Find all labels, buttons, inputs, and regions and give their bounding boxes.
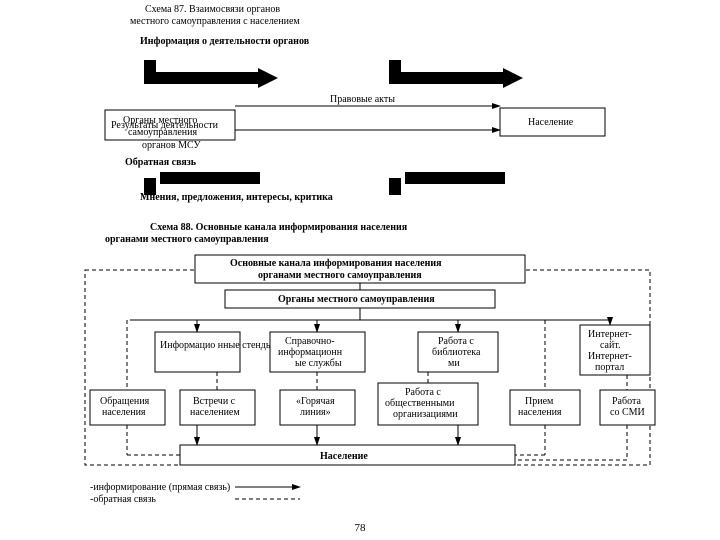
arrow-mid-l1: Результаты деятельности <box>111 120 219 131</box>
r2b2-l1: Встречи с <box>193 396 236 407</box>
r2b6-l1: Работа <box>612 396 641 407</box>
r1b4-l4: портал <box>595 362 624 373</box>
r1b2-l2: информационн <box>278 347 343 358</box>
r2b1-l2: населения <box>102 407 146 418</box>
subheader-text: Органы местного самоуправления <box>278 294 435 305</box>
r2b4-l3: организациями <box>393 409 458 420</box>
header-l2: органами местного самоуправления <box>258 270 422 281</box>
legend-l2: -обратная связь <box>90 494 156 505</box>
r1b1-t: Информацио нные стенды <box>160 340 273 351</box>
r2b4-l1: Работа с <box>405 387 441 398</box>
arrow-mid-l2: органов МСУ <box>142 140 202 151</box>
arrow-top-label: Правовые акты <box>330 94 395 105</box>
scheme88-title-2: органами местного самоуправления <box>105 234 269 245</box>
r1b3-l3: ми <box>448 358 460 369</box>
r1b2-l3: ые службы <box>295 358 342 369</box>
r1b3-l1: Работа с <box>438 336 474 347</box>
r2b5-l1: Прием <box>525 396 554 407</box>
footer-text: Население <box>320 451 368 462</box>
scheme87-title-2: местного самоуправления с населением <box>130 16 300 27</box>
r1b3-l2: библиотека <box>432 347 481 358</box>
r2b2-l2: населением <box>190 407 240 418</box>
r2b1-l1: Обращения <box>100 396 150 407</box>
legend-l1: -информирование (прямая связь) <box>90 482 230 493</box>
scheme87-title-1: Схема 87. Взаимосвязи органов <box>145 4 280 15</box>
r1b4-l3: Интернет- <box>588 351 632 362</box>
thick-arrow-left <box>150 60 260 78</box>
r2b6-l2: со СМИ <box>610 407 645 418</box>
r1b4-l2: сайт. <box>600 340 620 351</box>
scheme88-title-1: Схема 88. Основные канала информирования… <box>150 222 408 233</box>
r1b2-l1: Справочно- <box>285 336 335 347</box>
r2b4-l2: общественными <box>385 398 455 409</box>
box-population-text: Население <box>528 117 574 128</box>
feedback-label: Обратная связь <box>125 157 197 168</box>
r2b3-l1: «Горячая <box>296 396 335 407</box>
bottom-label: Мнения, предложения, интересы, критика <box>140 192 333 203</box>
header-l1: Основные канала информирования населения <box>230 258 442 269</box>
page-number: 78 <box>0 522 720 534</box>
r2b5-l2: населения <box>518 407 562 418</box>
scheme87-heading: Информация о деятельности органов <box>140 36 310 47</box>
r1b4-l1: Интернет- <box>588 329 632 340</box>
r2b3-l2: линия» <box>300 407 331 418</box>
thick-arrow-right <box>395 60 505 78</box>
r1b1 <box>155 332 240 372</box>
